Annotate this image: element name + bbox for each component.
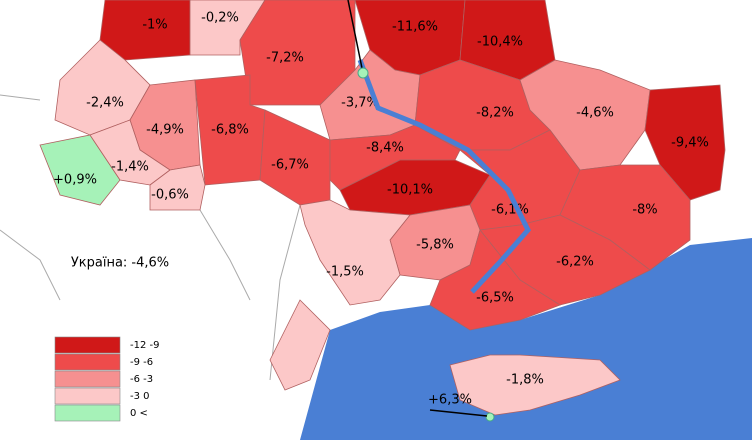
regions: -1% -0,2% -7,2% -11,6% -10,4% -2,4% -4,9% -6,8%… [39,0,726,416]
legend-swatch [54,387,121,405]
region-label: -1,8% [506,373,544,388]
adjacent-area [269,299,331,391]
region-label: -4,9% [146,123,184,138]
region-label: -6,7% [271,158,309,173]
region [449,354,621,416]
legend-label: 0 < [130,408,148,419]
region-label: -4,6% [576,106,614,121]
region-label: -2,4% [86,96,124,111]
legend-swatch [54,370,121,388]
region-label: -6,2% [556,255,594,270]
sevastopol-label: +6,3% [428,393,472,408]
region-label: -1,5% [326,265,364,280]
region [149,164,206,211]
region-label: -5,8% [416,238,454,253]
legend-swatch [54,353,121,371]
legend-label: -3 0 [130,391,150,402]
region-label: +0,9% [53,173,97,188]
region-label: -10,1% [387,183,433,198]
region-label: -10,4% [477,35,523,50]
city-dot [357,67,369,79]
region-label: -11,6% [392,20,438,35]
region [519,59,651,171]
summary: Україна: -4,6% [71,256,169,271]
region-label: -8,2% [476,106,514,121]
pointer [429,409,488,417]
region [429,229,561,331]
region-label: -6,8% [211,123,249,138]
sea [300,238,752,440]
pointer [347,0,364,74]
city-dot [485,412,495,422]
region [189,0,266,56]
neighbor-border [0,94,301,381]
region-label: -3,7% [341,96,379,111]
river [357,59,531,294]
legend-label: -12 -9 [130,340,159,351]
legend: -12 -9 -9 -6 -6 -3 -3 0 0 < [54,336,159,422]
legend-label: -9 -6 [130,357,153,368]
region [644,84,726,201]
region [299,199,411,306]
region-label: -7,2% [266,51,304,66]
region-label: -6,5% [476,291,514,306]
region [39,134,121,206]
region [99,0,191,61]
legend-label: -6 -3 [130,374,153,385]
region-label: -8,4% [366,141,404,156]
region-label: -9,4% [671,136,709,151]
region-label: -1% [142,18,167,33]
legend-swatch [54,336,121,354]
region-label: -0,2% [201,11,239,26]
region-label: -0,6% [151,188,189,203]
region-label: -1,4% [111,160,149,175]
legend-swatch [54,404,121,422]
region-label: -8% [632,203,657,218]
